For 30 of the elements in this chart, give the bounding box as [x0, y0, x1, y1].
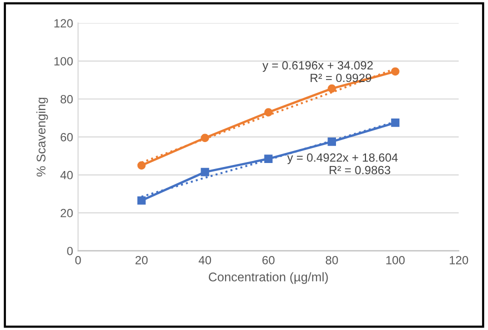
x-tick-label: 40 — [198, 256, 212, 264]
point — [264, 154, 273, 163]
y-tick-label: 100 — [54, 57, 73, 66]
point — [137, 161, 146, 170]
point — [200, 134, 210, 142]
point — [264, 108, 273, 116]
y-axis-title: % Scavenging — [36, 98, 48, 176]
x-tick-label: 100 — [386, 256, 405, 264]
x-tick-label: 60 — [262, 256, 275, 264]
point — [328, 84, 336, 93]
y-tick-label: 120 — [54, 19, 73, 28]
annotation: R² = 0.9929 — [310, 74, 372, 82]
y-tick-label: 20 — [60, 208, 73, 218]
x-tick-label: 20 — [136, 256, 148, 264]
x-tick-label: 80 — [326, 256, 338, 264]
y-tick-label: 40 — [60, 170, 73, 180]
point — [200, 168, 210, 176]
x-tick-label: 0 — [75, 256, 81, 264]
x-tick-label: 120 — [450, 256, 468, 264]
point — [328, 138, 336, 146]
point — [137, 196, 146, 205]
y-tick-label: 0 — [67, 246, 73, 256]
annotation: y = 0.6196x + 34.092 — [262, 61, 373, 72]
y-tick-label: 80 — [60, 95, 73, 104]
annotation: y = 0.4922x + 18.604 — [287, 153, 398, 164]
point — [391, 118, 400, 127]
annotation: R² = 0.9863 — [330, 166, 390, 174]
x-axis-title: Concentration (µg/ml) — [208, 272, 328, 284]
y-tick-label: 60 — [60, 132, 73, 142]
point — [391, 67, 400, 76]
